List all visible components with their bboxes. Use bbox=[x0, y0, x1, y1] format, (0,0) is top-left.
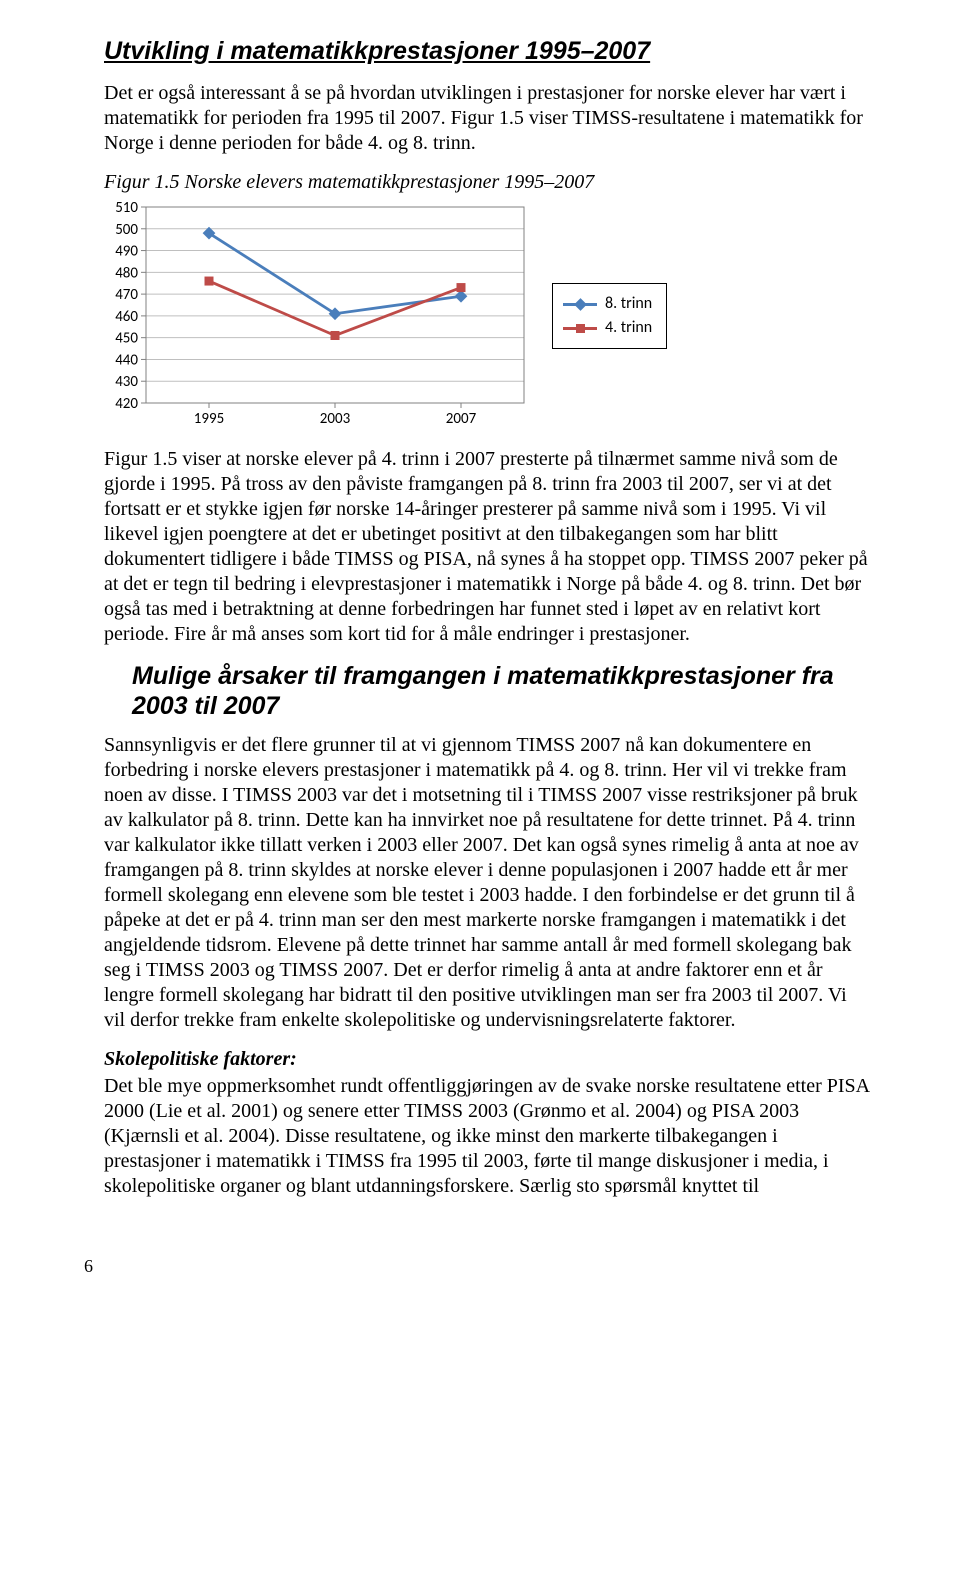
legend-swatch-square bbox=[563, 321, 597, 335]
svg-text:460: 460 bbox=[115, 308, 138, 326]
svg-text:440: 440 bbox=[115, 352, 138, 370]
legend-item-4trinn: 4. trinn bbox=[563, 316, 652, 340]
subheading-political: Skolepolitiske faktorer: bbox=[104, 1047, 872, 1072]
legend-item-8trinn: 8. trinn bbox=[563, 292, 652, 316]
legend-label: 4. trinn bbox=[605, 318, 652, 338]
line-chart: 420 430 440 450 460 470 480 490 500 510 1995 2003 20… bbox=[104, 201, 534, 431]
chart-svg: 420 430 440 450 460 470 480 490 500 510 1995 2003 20… bbox=[104, 201, 534, 431]
chart-legend: 8. trinn 4. trinn bbox=[552, 283, 667, 349]
svg-text:480: 480 bbox=[115, 265, 138, 283]
figure-caption: Figur 1.5 Norske elevers matematikkprest… bbox=[104, 170, 872, 195]
section-heading-development: Utvikling i matematikkprestasjoner 1995–… bbox=[104, 36, 872, 67]
page-number: 6 bbox=[84, 1255, 872, 1278]
svg-text:430: 430 bbox=[115, 373, 138, 391]
section-heading-causes: Mulige årsaker til framgangen i matemati… bbox=[132, 661, 872, 721]
svg-text:420: 420 bbox=[115, 395, 138, 413]
paragraph-political: Det ble mye oppmerksomhet rundt offentli… bbox=[104, 1074, 872, 1199]
paragraph-causes: Sannsynligvis er det flere grunner til a… bbox=[104, 733, 872, 1033]
svg-text:500: 500 bbox=[115, 221, 138, 239]
svg-text:2003: 2003 bbox=[320, 410, 351, 428]
chart-container: 420 430 440 450 460 470 480 490 500 510 1995 2003 20… bbox=[104, 201, 872, 431]
svg-text:510: 510 bbox=[115, 201, 138, 217]
svg-text:1995: 1995 bbox=[194, 410, 224, 428]
paragraph-after-figure: Figur 1.5 viser at norske elever på 4. t… bbox=[104, 447, 872, 647]
svg-text:450: 450 bbox=[115, 330, 138, 348]
legend-swatch-diamond bbox=[563, 297, 597, 311]
svg-text:2007: 2007 bbox=[446, 410, 477, 428]
svg-text:490: 490 bbox=[115, 243, 138, 261]
svg-text:470: 470 bbox=[115, 286, 138, 304]
paragraph-intro: Det er også interessant å se på hvordan … bbox=[104, 81, 872, 156]
legend-label: 8. trinn bbox=[605, 294, 652, 314]
